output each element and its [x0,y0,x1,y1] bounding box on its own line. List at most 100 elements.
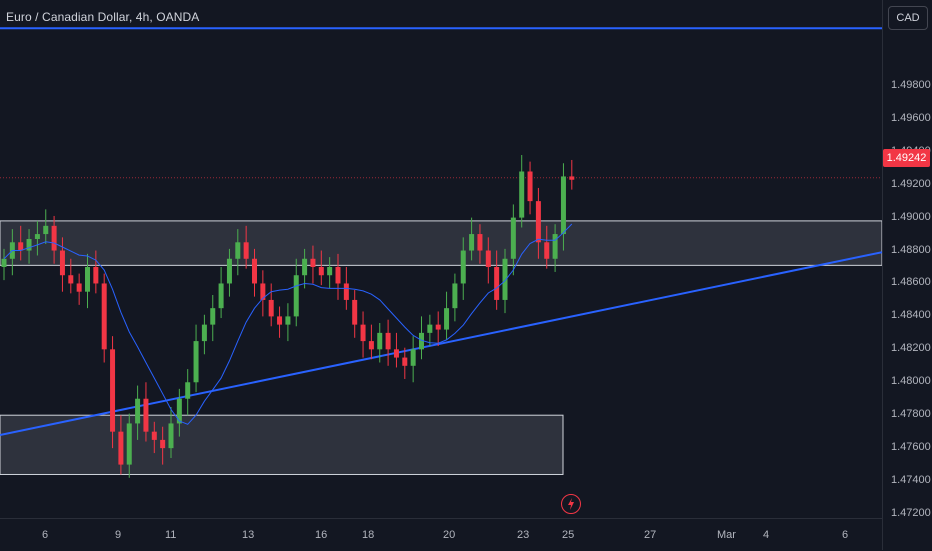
candle-body [34,234,40,240]
candle-body [26,239,32,251]
chart-area[interactable]: Euro / Canadian Dollar, 4h, OANDA [0,0,882,518]
candle-body [126,423,132,465]
candle-body [151,431,157,440]
candle-body [118,431,124,465]
candle-body [18,242,24,251]
time-tick-label: 16 [315,529,328,541]
candle-body [210,308,216,325]
candle-body [135,398,141,424]
price-tick-label: 1.49600 [891,111,931,124]
time-tick-label: 20 [443,529,456,541]
price-tick-label: 1.48600 [891,276,931,289]
candle-body [243,242,249,259]
time-tick-label: 6 [842,529,849,541]
price-tick-label: 1.47400 [891,474,931,487]
candle-body [502,258,508,300]
candle-body [460,250,466,284]
candle-body [352,299,358,325]
candle-body [68,275,74,284]
candle-body [385,332,391,350]
candle-body [368,341,374,350]
candle-body [85,267,90,292]
candle-body [51,225,57,251]
price-tick-label: 1.47200 [891,507,931,519]
time-tick-label: 4 [763,529,770,541]
candle-body [452,283,458,309]
candle-body [143,398,149,432]
price-chart[interactable] [0,0,882,518]
candle-body [59,250,65,276]
candle-body [160,439,166,449]
price-tick-label: 1.47800 [891,408,931,421]
candle-body [343,283,349,300]
candle-body [176,398,182,424]
candle-body [393,349,399,358]
candle-body [494,267,500,300]
flash-icon[interactable] [561,494,581,514]
candle-body [552,234,558,259]
candle-body [544,242,550,259]
candle-body [435,324,441,330]
candle-body [93,267,99,284]
candle-body [193,341,199,383]
currency-button[interactable]: CAD [888,6,928,30]
candle-body [485,250,491,267]
candle-body [285,316,291,325]
candle-body [427,324,433,333]
candle-body [268,299,274,317]
time-tick-label: 9 [115,529,122,541]
candle-body [252,258,257,284]
candle-body [477,234,483,251]
candle-body [260,283,266,300]
candle-body [327,267,333,276]
candle-body [419,332,424,350]
candle-body [360,324,366,342]
time-tick-label: Mar [717,529,736,541]
candle-body [43,225,49,235]
time-tick-label: 27 [644,529,657,541]
time-tick-label: 13 [242,529,255,541]
candle-body [235,242,241,259]
candle-body [527,171,533,202]
price-tick-label: 1.47600 [891,441,931,454]
time-tick-label: 11 [165,529,177,541]
candle-body [519,171,525,218]
candle-body [110,349,116,432]
time-tick-label: 6 [42,529,49,541]
ascending-trendline [0,251,882,436]
candle-body [302,258,308,276]
time-tick-label: 23 [517,529,530,541]
candle-body [201,324,207,342]
symbol-title: Euro / Canadian Dollar, 4h, OANDA [6,10,200,24]
price-tick-label: 1.49000 [891,210,931,223]
candle-body [569,176,575,180]
time-tick-label: 25 [562,529,575,541]
candle-body [535,201,541,243]
price-tick-label: 1.48200 [891,342,931,355]
price-tick-label: 1.48000 [891,375,931,388]
candle-body [293,275,299,317]
candle-body [277,316,283,325]
price-tick-label: 1.48800 [891,243,931,256]
candle-body [469,234,475,251]
price-tick-label: 1.48400 [891,309,931,322]
supply-demand-zone-upper [0,220,882,266]
time-axis[interactable]: 6 9 11 13 16 18 20 23 25 27 Mar 4 6 [0,518,882,551]
candle-body [335,267,341,284]
price-tick-label: 1.49200 [891,177,931,190]
price-tick-label: 1.49800 [891,78,931,91]
candle-body [560,176,566,235]
candle-body [101,283,107,350]
last-price-tag: 1.49242 [883,149,930,167]
candle-body [444,308,450,330]
candle-body [410,349,416,366]
time-tick-label: 18 [362,529,375,541]
candle-body [218,283,224,309]
supply-demand-zone-lower [0,414,564,475]
candle-body [226,258,232,284]
moving-average-line [3,223,573,425]
candle-body [185,382,191,399]
candle-body [1,258,7,267]
candle-body [310,258,316,267]
price-axis[interactable]: 1.498001.496001.494001.492001.490001.488… [882,0,932,550]
